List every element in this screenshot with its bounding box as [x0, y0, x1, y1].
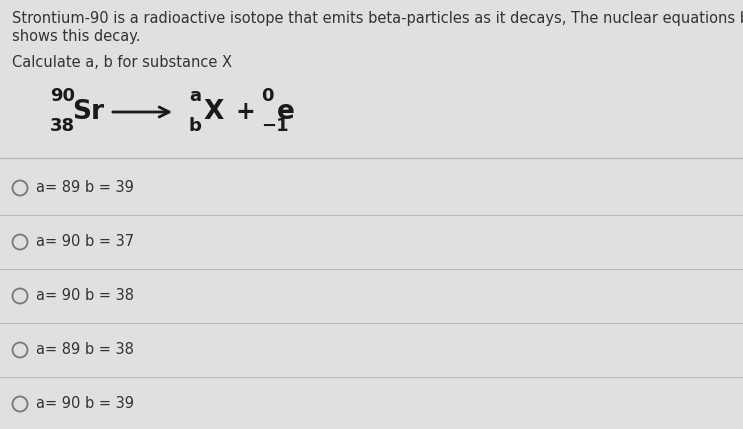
Text: +: + — [235, 100, 255, 124]
Text: 38: 38 — [50, 117, 75, 135]
Text: X: X — [203, 99, 224, 125]
Text: a= 89 b = 38: a= 89 b = 38 — [36, 342, 134, 357]
Text: 90: 90 — [50, 87, 75, 105]
Text: Sr: Sr — [72, 99, 104, 125]
Text: e: e — [277, 99, 295, 125]
Text: 0: 0 — [261, 87, 273, 105]
Text: a= 90 b = 38: a= 90 b = 38 — [36, 288, 134, 303]
Text: a= 90 b = 37: a= 90 b = 37 — [36, 235, 134, 250]
Text: −1: −1 — [261, 117, 288, 135]
Text: Strontium-90 is a radioactive isotope that emits beta-particles as it decays, Th: Strontium-90 is a radioactive isotope th… — [12, 11, 743, 26]
Text: Calculate a, b for substance X: Calculate a, b for substance X — [12, 55, 232, 70]
Text: shows this decay.: shows this decay. — [12, 29, 140, 44]
Text: a: a — [189, 87, 201, 105]
Text: b: b — [189, 117, 202, 135]
Text: a= 90 b = 39: a= 90 b = 39 — [36, 396, 134, 411]
Text: a= 89 b = 39: a= 89 b = 39 — [36, 181, 134, 196]
